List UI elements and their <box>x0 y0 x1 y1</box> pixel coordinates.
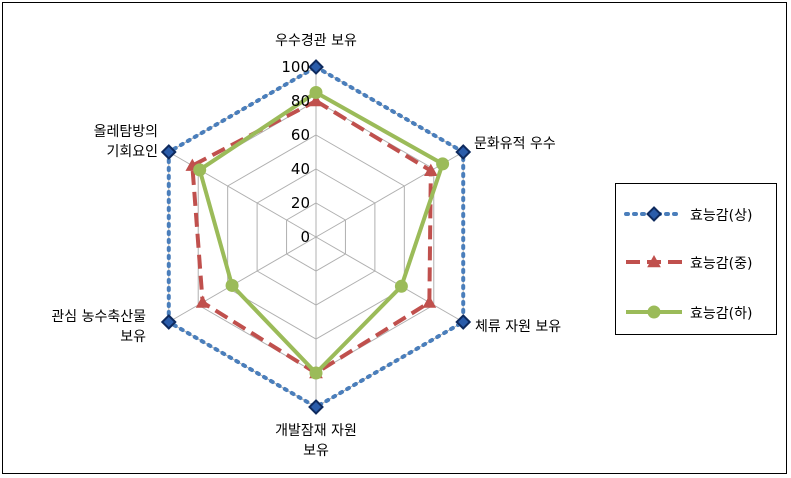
series-point <box>455 314 472 330</box>
tick-label: 60 <box>291 126 310 144</box>
series-point <box>225 278 239 292</box>
axis-label-line: 관심 농수축산물 <box>51 309 146 325</box>
axis-label: 체류 자원 보유 <box>475 319 561 335</box>
series-point <box>394 279 408 293</box>
axis-label-line: 우수경관 보유 <box>275 33 357 49</box>
tick-label: 80 <box>291 92 310 110</box>
series-point <box>436 157 450 171</box>
legend-label-mid: 효능감(중) <box>690 256 753 272</box>
tick-label: 0 <box>300 228 310 246</box>
axis-label: 우수경관 보유 <box>275 33 357 49</box>
grid-spoke <box>315 236 464 323</box>
tick-label: 40 <box>291 160 310 178</box>
tick-label: 100 <box>281 58 310 76</box>
series-point <box>309 86 323 99</box>
radar-series <box>160 59 472 415</box>
legend-item-high: 효능감(상) <box>616 202 776 226</box>
series-point <box>308 59 324 75</box>
tick-label: 20 <box>291 194 310 212</box>
legend-item-low: 효능감(하) <box>616 300 776 324</box>
legend-label-low: 효능감(하) <box>690 306 753 322</box>
axis-label-line: 올레탐방의 <box>94 124 158 140</box>
series-point <box>160 144 177 160</box>
legend-swatch-mid <box>626 254 682 268</box>
series-line <box>197 90 445 375</box>
series-point <box>309 93 323 107</box>
axis-label-line: 기회요인 <box>106 144 158 160</box>
series-point <box>309 366 323 380</box>
legend-label-high: 효능감(상) <box>690 208 753 224</box>
axis-label-line: 개발잠재 자원 <box>275 423 357 439</box>
legend-item-mid: 효능감(중) <box>616 250 776 274</box>
series-point <box>423 163 438 176</box>
grid-spoke <box>168 236 317 323</box>
series-point <box>160 314 177 330</box>
axis-label-line: 보유 <box>303 443 329 459</box>
series-point <box>455 144 472 160</box>
legend-swatch-high <box>624 206 684 222</box>
series-point <box>422 295 437 308</box>
series-point <box>308 399 324 415</box>
series-point <box>193 163 207 177</box>
legend-marker <box>646 206 662 222</box>
axis-label-line: 보유 <box>120 329 146 345</box>
legend-marker <box>647 254 661 268</box>
radial-tick-labels: 0 20 40 60 80 100 <box>281 58 310 246</box>
axis-label-line: 체류 자원 보유 <box>475 319 561 335</box>
axis-label: 문화유적 우수 <box>474 136 556 152</box>
series-point <box>195 295 210 308</box>
legend: 효능감(상) 효능감(중) 효능감(하) <box>615 183 777 335</box>
legend-marker <box>647 305 661 319</box>
legend-swatch-low <box>626 305 682 319</box>
axis-label-line: 문화유적 우수 <box>474 136 556 152</box>
